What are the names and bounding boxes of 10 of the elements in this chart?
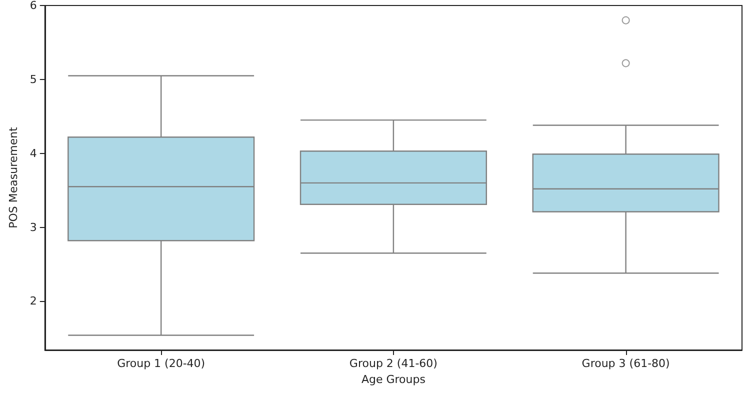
x-tick-label: Group 1 (20-40) [117,357,206,370]
y-tick-label: 4 [30,146,37,160]
y-tick-label: 2 [30,294,37,308]
y-tick-label: 6 [30,0,37,12]
y-tick-label: 5 [30,72,37,86]
y-axis-title: POS Measurement [7,126,20,228]
y-tick-label: 3 [30,220,37,234]
x-axis-title: Age Groups [361,372,426,386]
x-tick-label: Group 2 (41-60) [349,357,438,370]
x-tick-label: Group 3 (61-80) [582,357,670,370]
